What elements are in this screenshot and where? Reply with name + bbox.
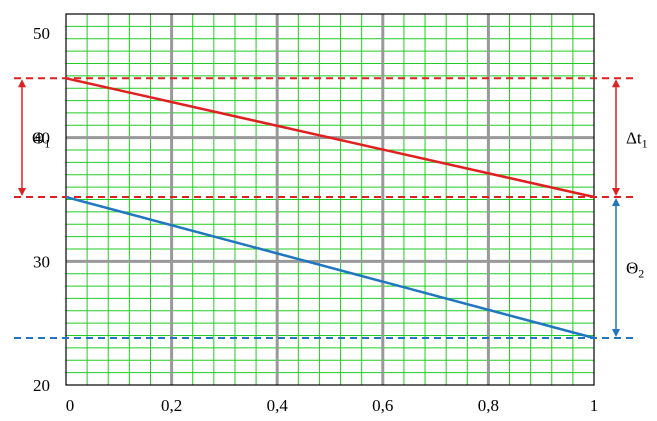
reference-lines (14, 77, 638, 340)
y-tick-label: 40 (33, 129, 50, 148)
annotations: Θ1 Δt1 Θ2 (18, 79, 648, 338)
tick-labels: 0 0,2 0,4 0,6 0,8 1 20 30 40 50 (33, 24, 598, 415)
plot-frame (65, 13, 595, 386)
x-tick-label: 0,6 (372, 396, 393, 415)
series-line (65, 195, 595, 340)
series-line (65, 77, 595, 199)
y-tick-label: 20 (33, 376, 50, 395)
x-tick-label: 0 (66, 396, 75, 415)
series-lines (65, 77, 595, 340)
grid (65, 13, 595, 386)
x-tick-label: 0,4 (267, 396, 289, 415)
x-tick-label: 1 (590, 396, 599, 415)
y-tick-label: 50 (33, 24, 50, 43)
x-tick-label: 0,8 (478, 396, 499, 415)
y-tick-label: 30 (33, 252, 50, 271)
annotation-label: Θ1 (32, 129, 50, 151)
annotation-label: Θ2 (626, 259, 644, 281)
x-tick-label: 0,2 (161, 396, 182, 415)
annotation-label: Δt1 (626, 129, 648, 151)
